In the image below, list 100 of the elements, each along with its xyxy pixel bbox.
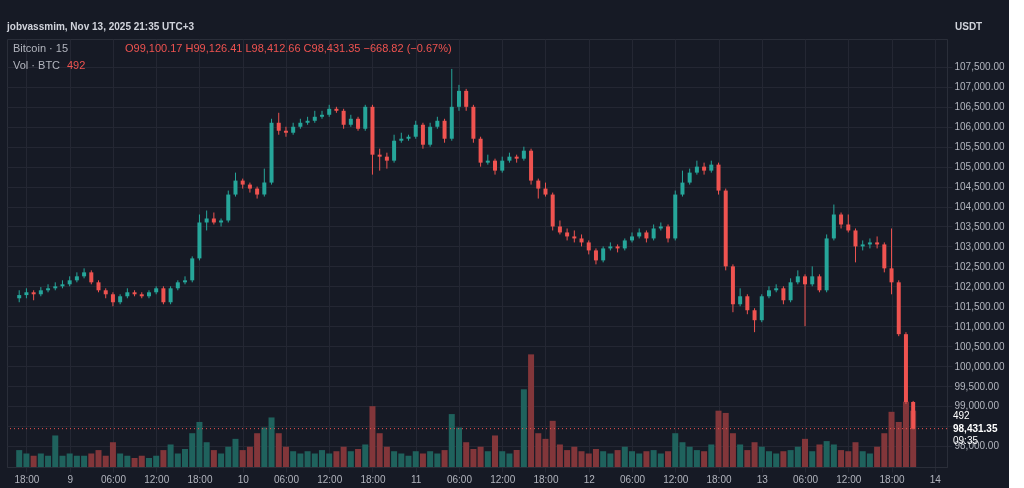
x-tick-label: 06:00 bbox=[100, 473, 127, 485]
x-tick-label: 12:00 bbox=[836, 473, 862, 485]
ref-line-label: 98,431.35 bbox=[953, 422, 998, 434]
x-tick-label: 11 bbox=[411, 473, 422, 485]
bar bbox=[268, 417, 275, 467]
candlestick bbox=[233, 172, 238, 198]
annotation: 492 bbox=[67, 59, 86, 71]
candlestick bbox=[694, 160, 699, 176]
x-tick-label: 18:00 bbox=[360, 473, 386, 485]
y-tick-label: 99,500.00 bbox=[954, 380, 1000, 392]
candlestick bbox=[392, 134, 397, 164]
bar bbox=[643, 451, 650, 467]
candlestick bbox=[190, 255, 195, 283]
x-tick-label: 18:00 bbox=[533, 473, 559, 485]
y-tick-label: 106,000.00 bbox=[954, 121, 1005, 133]
x-tick-label: 12:00 bbox=[490, 473, 516, 485]
candlestick bbox=[320, 110, 324, 120]
candlestick bbox=[74, 271, 79, 283]
bar bbox=[362, 444, 369, 467]
x-tick-label: 10 bbox=[237, 473, 250, 485]
bar bbox=[809, 451, 816, 467]
candlestick bbox=[377, 148, 382, 172]
y-tick-label: 107,500.00 bbox=[954, 61, 1005, 73]
y-tick-label: 101,500.00 bbox=[954, 300, 1005, 312]
x-tick-label: 12:00 bbox=[317, 473, 343, 485]
y-tick-label: 100,500.00 bbox=[954, 340, 1005, 352]
candlestick bbox=[183, 275, 188, 285]
x-tick-label: 12 bbox=[583, 473, 596, 485]
candlestick bbox=[557, 219, 562, 235]
y-tick-label: 105,000.00 bbox=[954, 161, 1005, 173]
y-tick-label: 104,000.00 bbox=[954, 201, 1005, 213]
candlestick bbox=[247, 182, 252, 194]
x-tick-label: 12:00 bbox=[663, 473, 689, 485]
bar bbox=[333, 451, 340, 467]
bar bbox=[701, 451, 708, 467]
candlestick bbox=[211, 212, 216, 225]
text: jobvassmim, Nov 13, 2025 21:35 UTC+3 bbox=[6, 21, 195, 32]
candlestick bbox=[889, 227, 894, 295]
y-tick-label: 107,000.00 bbox=[954, 81, 1005, 93]
bar bbox=[492, 435, 499, 467]
candlestick bbox=[759, 293, 764, 323]
bar bbox=[737, 444, 744, 467]
candlestick bbox=[745, 293, 750, 315]
bar bbox=[816, 444, 823, 467]
x-tick-label: 9 bbox=[67, 473, 74, 485]
candlestick bbox=[255, 186, 260, 200]
bar bbox=[484, 451, 491, 467]
x-tick-label: 18:00 bbox=[706, 473, 732, 485]
chart-title: Vol · BTC bbox=[13, 59, 61, 71]
candlestick bbox=[702, 162, 707, 176]
bar bbox=[88, 453, 95, 467]
candlestick bbox=[752, 307, 757, 333]
candlestick bbox=[82, 267, 87, 279]
bar bbox=[614, 450, 621, 467]
candlestick bbox=[146, 289, 151, 299]
candlestick bbox=[428, 122, 433, 148]
y-tick-label: 99,000.00 bbox=[954, 400, 1000, 412]
candlestick bbox=[882, 241, 887, 273]
candlestick bbox=[442, 118, 447, 144]
candlestick bbox=[341, 108, 346, 130]
bar bbox=[210, 450, 217, 467]
x-tick-label: 06:00 bbox=[793, 473, 819, 485]
candlestick bbox=[420, 122, 425, 150]
y-tick-label: 106,500.00 bbox=[954, 101, 1005, 113]
y-tick-label: 102,000.00 bbox=[954, 280, 1005, 292]
bar bbox=[520, 389, 527, 467]
bar bbox=[347, 451, 354, 467]
bar bbox=[441, 450, 448, 467]
bar bbox=[708, 444, 715, 467]
candlestick bbox=[456, 84, 461, 112]
x-tick-label: 13 bbox=[756, 473, 769, 485]
bar bbox=[355, 448, 362, 467]
candlestick bbox=[46, 283, 51, 293]
bar bbox=[513, 450, 520, 467]
bar bbox=[369, 406, 376, 467]
candlestick bbox=[204, 210, 209, 231]
y-axis-title: USDT bbox=[955, 21, 983, 32]
bar bbox=[340, 446, 347, 467]
candlestick bbox=[478, 136, 483, 168]
x-tick-label: 06:00 bbox=[619, 473, 646, 485]
bar bbox=[751, 442, 758, 467]
candlestick bbox=[630, 231, 634, 243]
bar bbox=[30, 455, 37, 467]
bar bbox=[780, 451, 787, 467]
candlestick bbox=[853, 227, 858, 263]
candlestick bbox=[283, 126, 288, 138]
y-tick-label: 101,000.00 bbox=[954, 320, 1005, 332]
candlestick bbox=[831, 204, 836, 241]
candlestick bbox=[276, 112, 281, 136]
candlestick bbox=[219, 218, 224, 227]
candlestick bbox=[680, 170, 685, 198]
chart-title: Bitcoin · 15 bbox=[13, 42, 69, 54]
x-tick-label: 06:00 bbox=[446, 473, 473, 485]
y-tick-label: 105,500.00 bbox=[954, 141, 1005, 153]
chart-subtitle: O99,100.17 H99,126.41 L98,412.66 C98,431.35 −668.82 (−0.67%) bbox=[125, 42, 452, 54]
candlestick bbox=[536, 178, 541, 200]
bar bbox=[665, 451, 672, 467]
x-tick-label: 18:00 bbox=[14, 473, 40, 485]
candlestick bbox=[766, 285, 771, 299]
x-tick-label: 14 bbox=[929, 473, 942, 485]
